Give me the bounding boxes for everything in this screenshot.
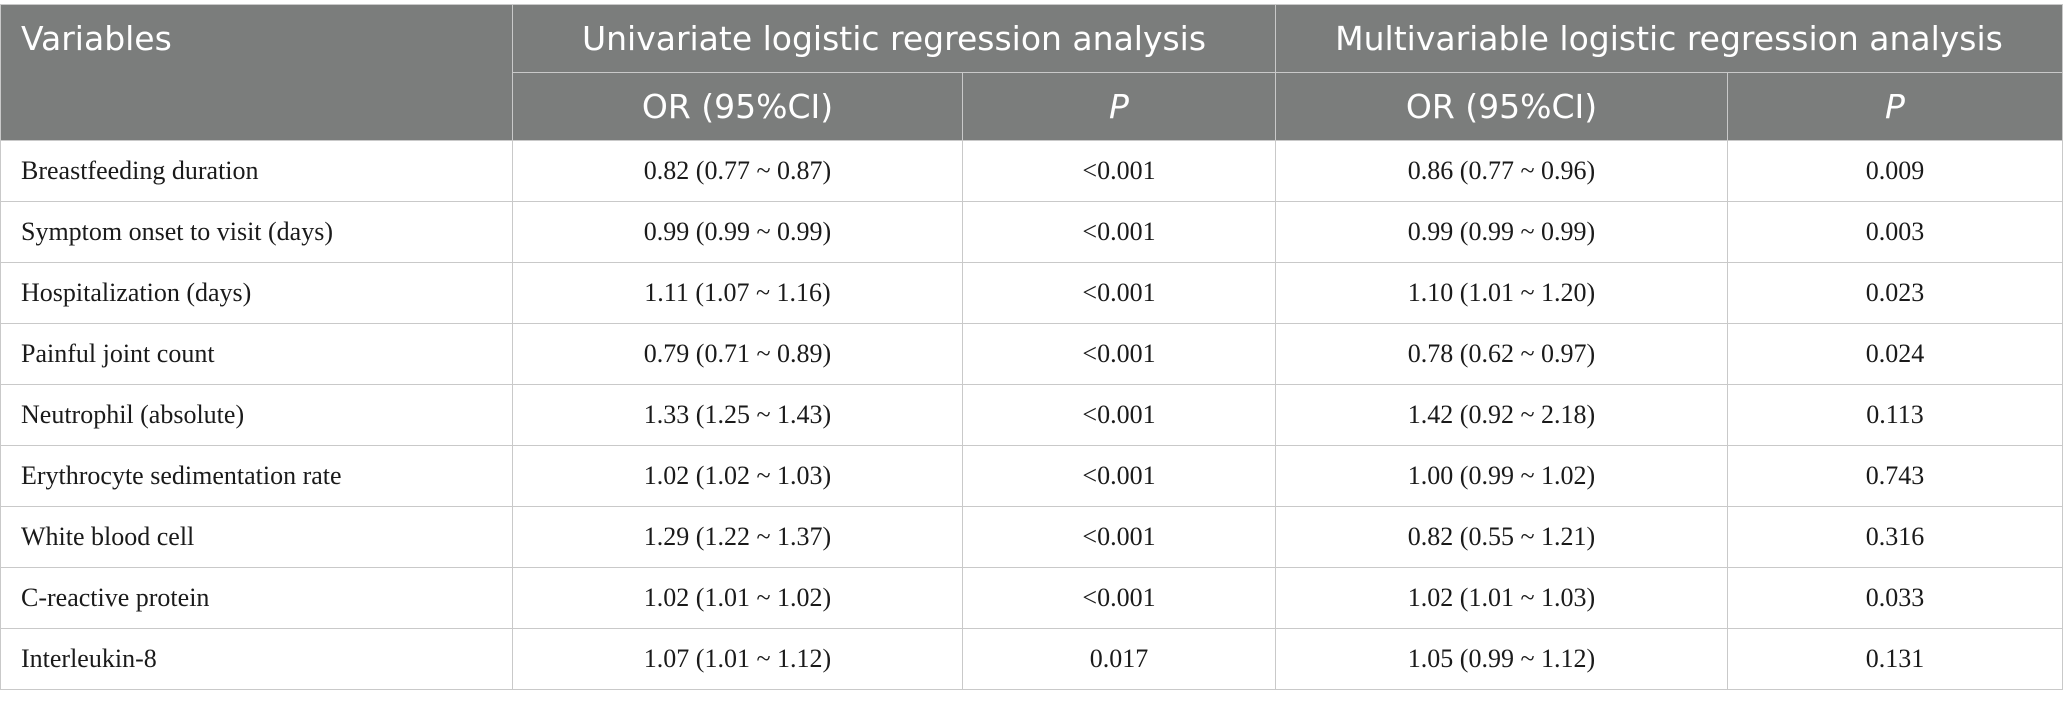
multivariable-or-cell: 1.10 (1.01 ~ 1.20): [1275, 262, 1728, 324]
univariate-p-cell: <0.001: [962, 201, 1276, 263]
variable-cell: Breastfeeding duration: [0, 140, 513, 202]
univariate-or-cell: 0.99 (0.99 ~ 0.99): [512, 201, 963, 263]
multivariable-or-cell: 1.00 (0.99 ~ 1.02): [1275, 445, 1728, 507]
univariate-or-header: OR (95%CI): [512, 72, 963, 141]
multivariable-p-cell: 0.113: [1727, 384, 2063, 446]
variable-cell: White blood cell: [0, 506, 513, 568]
univariate-p-cell: <0.001: [962, 140, 1276, 202]
univariate-header: Univariate logistic regression analysis: [512, 4, 1276, 73]
multivariable-p-cell: 0.131: [1727, 628, 2063, 690]
table-row: Erythrocyte sedimentation rate 1.02 (1.0…: [0, 445, 2063, 507]
univariate-p-cell: 0.017: [962, 628, 1276, 690]
table-header: Variables Univariate logistic regression…: [0, 4, 2063, 141]
table-row: Hospitalization (days) 1.11 (1.07 ~ 1.16…: [0, 262, 2063, 324]
variable-cell: C-reactive protein: [0, 567, 513, 629]
variable-cell: Painful joint count: [0, 323, 513, 385]
multivariable-or-cell: 1.02 (1.01 ~ 1.03): [1275, 567, 1728, 629]
multivariable-header: Multivariable logistic regression analys…: [1275, 4, 2063, 73]
variables-header: Variables: [0, 4, 513, 141]
univariate-or-cell: 0.79 (0.71 ~ 0.89): [512, 323, 963, 385]
univariate-or-cell: 1.33 (1.25 ~ 1.43): [512, 384, 963, 446]
univariate-or-cell: 0.82 (0.77 ~ 0.87): [512, 140, 963, 202]
univariate-p-cell: <0.001: [962, 323, 1276, 385]
multivariable-or-cell: 1.05 (0.99 ~ 1.12): [1275, 628, 1728, 690]
univariate-or-cell: 1.02 (1.02 ~ 1.03): [512, 445, 963, 507]
table-row: White blood cell 1.29 (1.22 ~ 1.37) <0.0…: [0, 506, 2063, 568]
table-row: Interleukin-8 1.07 (1.01 ~ 1.12) 0.017 1…: [0, 628, 2063, 690]
univariate-p-cell: <0.001: [962, 445, 1276, 507]
regression-table: Variables Univariate logistic regression…: [0, 4, 2063, 690]
univariate-or-cell: 1.02 (1.01 ~ 1.02): [512, 567, 963, 629]
univariate-p-cell: <0.001: [962, 262, 1276, 324]
multivariable-or-cell: 0.86 (0.77 ~ 0.96): [1275, 140, 1728, 202]
univariate-or-cell: 1.29 (1.22 ~ 1.37): [512, 506, 963, 568]
univariate-p-cell: <0.001: [962, 384, 1276, 446]
table-row: Symptom onset to visit (days) 0.99 (0.99…: [0, 201, 2063, 263]
table-row: Breastfeeding duration 0.82 (0.77 ~ 0.87…: [0, 140, 2063, 202]
variable-cell: Neutrophil (absolute): [0, 384, 513, 446]
table-row: Neutrophil (absolute) 1.33 (1.25 ~ 1.43)…: [0, 384, 2063, 446]
multivariable-or-cell: 1.42 (0.92 ~ 2.18): [1275, 384, 1728, 446]
univariate-p-header: P: [962, 72, 1276, 141]
variable-cell: Interleukin-8: [0, 628, 513, 690]
univariate-p-cell: <0.001: [962, 506, 1276, 568]
header-row-columns: OR (95%CI) P OR (95%CI) P: [1, 72, 2063, 141]
header-row-groups: Variables Univariate logistic regression…: [0, 4, 2063, 141]
table-row: Painful joint count 0.79 (0.71 ~ 0.89) <…: [0, 323, 2063, 385]
univariate-p-cell: <0.001: [962, 567, 1276, 629]
table-row: C-reactive protein 1.02 (1.01 ~ 1.02) <0…: [0, 567, 2063, 629]
multivariable-p-header: P: [1727, 72, 2063, 141]
multivariable-p-cell: 0.009: [1727, 140, 2063, 202]
multivariable-or-header: OR (95%CI): [1275, 72, 1728, 141]
multivariable-p-cell: 0.024: [1727, 323, 2063, 385]
univariate-or-cell: 1.07 (1.01 ~ 1.12): [512, 628, 963, 690]
variable-cell: Hospitalization (days): [0, 262, 513, 324]
table-body: Breastfeeding duration 0.82 (0.77 ~ 0.87…: [0, 140, 2063, 690]
multivariable-p-cell: 0.743: [1727, 445, 2063, 507]
multivariable-p-cell: 0.316: [1727, 506, 2063, 568]
variable-cell: Symptom onset to visit (days): [0, 201, 513, 263]
multivariable-p-cell: 0.003: [1727, 201, 2063, 263]
multivariable-or-cell: 0.99 (0.99 ~ 0.99): [1275, 201, 1728, 263]
univariate-or-cell: 1.11 (1.07 ~ 1.16): [512, 262, 963, 324]
multivariable-or-cell: 0.78 (0.62 ~ 0.97): [1275, 323, 1728, 385]
multivariable-p-cell: 0.023: [1727, 262, 2063, 324]
multivariable-p-cell: 0.033: [1727, 567, 2063, 629]
variable-cell: Erythrocyte sedimentation rate: [0, 445, 513, 507]
multivariable-or-cell: 0.82 (0.55 ~ 1.21): [1275, 506, 1728, 568]
